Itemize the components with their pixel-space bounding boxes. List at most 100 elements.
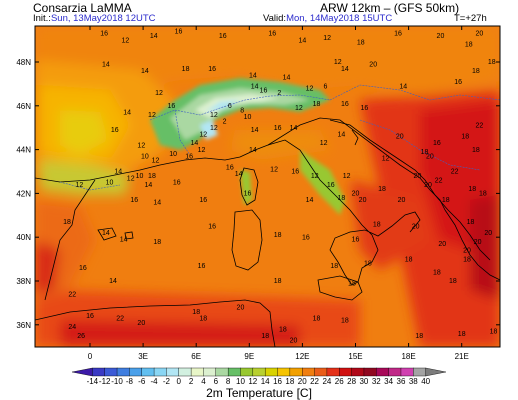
colorbar-swatch: [252, 367, 266, 377]
colorbar-swatch: [190, 367, 204, 377]
temperature-value-label: 18: [313, 101, 321, 108]
lon-label: 15E: [348, 352, 362, 361]
colorbar-swatch: [351, 367, 365, 377]
colorbar-label: 32: [372, 377, 381, 386]
temperature-value-label: 14: [102, 61, 110, 68]
colorbar-swatch: [376, 367, 390, 377]
lat-label: 36N: [16, 321, 31, 330]
temperature-value-label: 20: [484, 230, 492, 237]
temperature-value-label: 20: [438, 241, 446, 248]
temperature-value-label: 12: [137, 142, 145, 149]
temperature-value-label: 12: [320, 140, 328, 147]
temperature-value-label: 10: [244, 114, 252, 121]
colorbar-label: -6: [138, 377, 146, 386]
temperature-value-label: 22: [435, 177, 443, 184]
colorbar-swatch: [153, 367, 167, 377]
colorbar-swatch: [339, 367, 353, 377]
temperature-value-label: 12: [122, 37, 130, 44]
temperature-value-label: 14: [145, 182, 153, 189]
temperature-value-label: 12: [210, 125, 218, 132]
init-label: Init.:: [33, 13, 51, 24]
lon-label: 12E: [295, 352, 309, 361]
temperature-value-label: 26: [77, 333, 85, 340]
temperature-value-label: 20: [426, 153, 434, 160]
lon-label: 18E: [401, 352, 415, 361]
temperature-value-label: 14: [249, 72, 257, 79]
colorbar-swatch: [413, 367, 427, 377]
colorbar-swatch: [264, 367, 279, 377]
colorbar-swatch: [400, 367, 414, 377]
temperature-value-label: 14: [102, 230, 110, 237]
colorbar-label: 16: [273, 377, 282, 386]
colorbar-label: -10: [111, 377, 123, 386]
temperature-value-label: 18: [373, 221, 381, 228]
temperature-value-label: 20: [437, 33, 445, 40]
temperature-value-label: 14: [290, 125, 298, 132]
temperature-value-label: 18: [337, 195, 345, 202]
temperature-value-label: 16: [360, 105, 368, 112]
temperature-value-label: 14: [249, 147, 257, 154]
temperature-field: [35, 26, 500, 347]
colorbar-swatch: [215, 367, 229, 377]
temperature-value-label: 24: [68, 324, 76, 331]
lat-label: 40N: [16, 233, 31, 242]
temperature-value-label: 16: [291, 169, 299, 176]
temperature-value-label: 2: [277, 90, 281, 97]
temperature-value-label: 20: [290, 337, 298, 344]
colorbar-swatch: [388, 367, 402, 377]
temperature-value-label: 18: [63, 219, 71, 226]
temperature-value-label: 16: [100, 31, 108, 38]
temperature-value-label: 16: [219, 33, 227, 40]
colorbar-swatch: [227, 367, 241, 377]
temperature-value-label: 16: [226, 164, 234, 171]
model-label: ARW 12km – (GFS 50km): [320, 1, 460, 15]
temperature-value-label: 12: [127, 175, 135, 182]
temperature-value-label: 16: [302, 234, 310, 241]
temperature-value-label: 18: [148, 173, 156, 180]
colorbar-label: 36: [397, 377, 406, 386]
temperature-value-label: 6: [323, 83, 327, 90]
temperature-value-label: 12: [152, 158, 160, 165]
temperature-value-label: 12: [270, 167, 278, 174]
colorbar-label: -4: [151, 377, 159, 386]
colorbar: [71, 367, 447, 377]
temperature-value-label: 18: [421, 149, 429, 156]
temperature-value-label: 18: [468, 186, 476, 193]
colorbar-swatch: [71, 367, 93, 377]
temperature-value-label: 18: [199, 315, 207, 322]
temperature-value-label: 18: [467, 219, 475, 226]
org-name: Consarzia LaMMA: [33, 1, 132, 15]
colorbar-swatch: [92, 367, 106, 377]
temperature-value-label: 18: [465, 42, 473, 49]
lat-label: 48N: [16, 58, 31, 67]
temperature-value-label: 14: [251, 83, 259, 90]
temperature-value-label: 18: [274, 278, 282, 285]
colorbar-label: 24: [322, 377, 331, 386]
temperature-value-label: 8: [240, 107, 244, 114]
temperature-value-label: 18: [348, 280, 356, 287]
colorbar-label: -2: [163, 377, 171, 386]
colorbar-label: 6: [214, 377, 219, 386]
temperature-value-label: 16: [208, 223, 216, 230]
temperature-value-label: 16: [454, 79, 462, 86]
map-frame: [34, 25, 501, 348]
country-borders: [59, 84, 500, 191]
init-time: Init.:Sun, 13May2018 12UTC: [33, 14, 156, 24]
coastlines: [35, 117, 500, 347]
temperature-value-label: 20: [396, 134, 404, 141]
valid-value: Mon, 14May2018 15UTC: [286, 13, 393, 24]
colorbar-label: 8: [226, 377, 231, 386]
latitude-labels: 48N 46N 44N 42N 40N 38N 36N: [16, 58, 31, 330]
colorbar-label: 40: [421, 377, 430, 386]
temperature-value-label: 22: [116, 315, 124, 322]
colorbar-title: 2m Temperature [C]: [206, 386, 312, 400]
lat-label: 42N: [16, 189, 31, 198]
temperature-value-label: 14: [306, 197, 314, 204]
temperature-value-label: 18: [472, 68, 480, 75]
temperature-value-label: 14: [123, 110, 131, 117]
colorbar-label: 0: [177, 377, 182, 386]
temperature-value-label: 18: [357, 39, 365, 46]
temperature-value-label: 14: [153, 199, 161, 206]
temperature-value-label: 14: [114, 169, 122, 176]
temperature-value-label: 18: [261, 333, 269, 340]
